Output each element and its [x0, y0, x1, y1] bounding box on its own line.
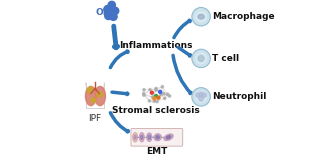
Circle shape — [156, 100, 158, 103]
Text: IPF: IPF — [89, 114, 102, 123]
Circle shape — [196, 92, 207, 102]
Circle shape — [168, 95, 171, 97]
Circle shape — [97, 92, 102, 97]
Circle shape — [153, 97, 156, 100]
Circle shape — [143, 93, 145, 95]
Text: Stromal sclerosis: Stromal sclerosis — [112, 106, 200, 115]
Circle shape — [199, 92, 203, 97]
Ellipse shape — [198, 14, 204, 19]
Circle shape — [199, 97, 203, 101]
Ellipse shape — [95, 87, 105, 106]
Text: EMT: EMT — [146, 147, 168, 156]
Circle shape — [111, 7, 119, 15]
Circle shape — [108, 1, 115, 9]
Ellipse shape — [148, 135, 150, 139]
Ellipse shape — [133, 133, 138, 142]
Circle shape — [148, 100, 151, 102]
Ellipse shape — [154, 134, 161, 141]
Circle shape — [161, 86, 163, 88]
Circle shape — [196, 11, 207, 22]
Circle shape — [155, 87, 157, 90]
Circle shape — [143, 94, 145, 96]
Circle shape — [143, 89, 145, 91]
Circle shape — [91, 98, 96, 103]
Ellipse shape — [134, 135, 136, 139]
Ellipse shape — [85, 87, 96, 106]
Ellipse shape — [141, 135, 143, 139]
Circle shape — [160, 94, 162, 96]
Circle shape — [163, 97, 166, 100]
Ellipse shape — [147, 133, 152, 141]
Circle shape — [105, 12, 112, 20]
Circle shape — [192, 49, 210, 68]
Ellipse shape — [166, 136, 171, 139]
Circle shape — [151, 96, 154, 98]
Circle shape — [154, 95, 158, 98]
Text: Macrophage: Macrophage — [212, 12, 275, 21]
Circle shape — [110, 13, 117, 20]
Text: T cell: T cell — [212, 54, 239, 63]
Circle shape — [157, 96, 160, 99]
Circle shape — [153, 100, 155, 102]
Circle shape — [196, 93, 200, 97]
Circle shape — [87, 87, 93, 93]
Ellipse shape — [139, 133, 144, 142]
Circle shape — [149, 89, 151, 91]
Text: Inflammations: Inflammations — [119, 41, 193, 50]
Circle shape — [163, 92, 165, 95]
Ellipse shape — [164, 134, 173, 140]
FancyBboxPatch shape — [131, 129, 183, 146]
Text: Neutrophil: Neutrophil — [212, 92, 266, 101]
Circle shape — [198, 55, 204, 61]
Circle shape — [192, 8, 210, 26]
Circle shape — [150, 91, 153, 94]
Circle shape — [159, 90, 162, 93]
Circle shape — [196, 53, 207, 64]
Text: OPN: OPN — [95, 8, 117, 17]
Circle shape — [104, 6, 111, 13]
Circle shape — [192, 88, 210, 106]
Circle shape — [202, 93, 206, 97]
Circle shape — [167, 93, 169, 95]
Ellipse shape — [156, 136, 159, 139]
Circle shape — [155, 89, 157, 91]
